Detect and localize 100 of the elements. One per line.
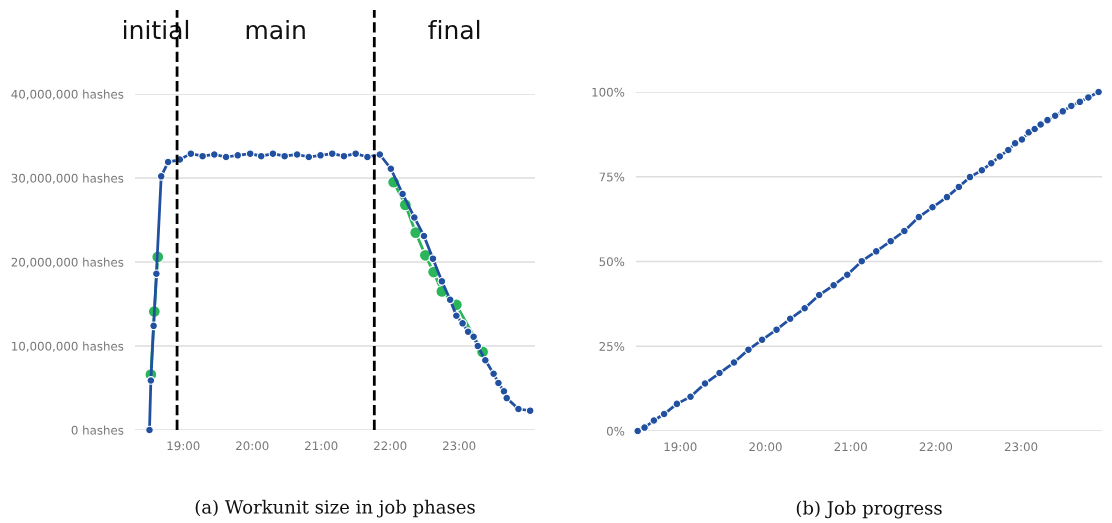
y-tick-label: 75% bbox=[599, 172, 625, 182]
point bbox=[480, 355, 490, 365]
point bbox=[640, 423, 649, 432]
point bbox=[1094, 87, 1103, 97]
point bbox=[398, 189, 407, 199]
point bbox=[800, 303, 810, 313]
x-tick-label: 21:00 bbox=[305, 441, 338, 451]
point bbox=[156, 171, 166, 181]
point bbox=[744, 345, 753, 355]
point bbox=[986, 158, 996, 168]
point bbox=[419, 231, 429, 241]
x-tick-label: 21:00 bbox=[834, 442, 867, 452]
y-tick-label: 100% bbox=[592, 87, 625, 97]
point bbox=[814, 290, 824, 300]
point bbox=[899, 226, 909, 236]
point bbox=[186, 149, 196, 159]
point bbox=[145, 425, 154, 435]
point bbox=[437, 276, 447, 286]
text: initial bbox=[124, 19, 189, 40]
point bbox=[785, 314, 795, 324]
point bbox=[1050, 111, 1060, 121]
point bbox=[469, 332, 478, 342]
y-tick-label: 10,000,000 hashes bbox=[12, 341, 124, 352]
point bbox=[489, 369, 498, 379]
y-tick-label: 20,000,000 hashes bbox=[11, 257, 124, 268]
point bbox=[149, 321, 158, 331]
point bbox=[977, 165, 987, 175]
point bbox=[375, 150, 385, 159]
point bbox=[351, 149, 361, 159]
point bbox=[829, 280, 839, 290]
point bbox=[428, 254, 438, 264]
x-tick-label: 22:00 bbox=[919, 442, 953, 452]
point bbox=[386, 164, 396, 174]
point bbox=[445, 295, 455, 305]
x-tick-label: 22:00 bbox=[374, 441, 407, 451]
point bbox=[473, 341, 483, 351]
point bbox=[327, 149, 337, 159]
point bbox=[886, 236, 896, 246]
x-tick-label: 19:00 bbox=[664, 442, 697, 452]
point bbox=[233, 150, 243, 160]
point bbox=[514, 404, 523, 414]
x-tick-label: 23:00 bbox=[1004, 442, 1038, 452]
point bbox=[221, 152, 231, 162]
point bbox=[633, 426, 643, 436]
point bbox=[914, 212, 924, 222]
point bbox=[757, 335, 767, 345]
point bbox=[1083, 93, 1093, 102]
point bbox=[715, 368, 724, 378]
text: main bbox=[246, 19, 305, 40]
point bbox=[942, 192, 952, 202]
point bbox=[1066, 101, 1076, 111]
point bbox=[316, 150, 325, 160]
y-tick-label: 30,000,000 hashes bbox=[11, 173, 124, 184]
y-tick-label: 0% bbox=[606, 426, 625, 436]
x-tick-label: 19:00 bbox=[167, 441, 200, 451]
point bbox=[1003, 145, 1013, 155]
point bbox=[672, 399, 682, 409]
point bbox=[928, 202, 937, 212]
point bbox=[152, 269, 161, 279]
x-tick-label: 20:00 bbox=[236, 441, 269, 451]
point bbox=[729, 358, 739, 367]
point bbox=[649, 416, 659, 425]
y-tick-label: 0 hashes bbox=[71, 425, 124, 435]
point bbox=[700, 379, 710, 388]
point bbox=[525, 406, 535, 416]
point bbox=[659, 409, 669, 419]
y-tick-label: 50% bbox=[599, 257, 625, 267]
point bbox=[965, 172, 975, 182]
point bbox=[1030, 124, 1040, 134]
text: final bbox=[428, 19, 480, 40]
point bbox=[458, 318, 467, 328]
point bbox=[409, 213, 419, 222]
x-axis-title: (b) Job progress bbox=[796, 500, 942, 519]
point bbox=[842, 270, 852, 280]
point bbox=[304, 152, 314, 162]
point bbox=[502, 393, 512, 403]
point bbox=[292, 150, 302, 159]
point bbox=[499, 386, 509, 396]
point bbox=[280, 151, 290, 161]
point bbox=[954, 182, 964, 192]
x-tick-label: 20:00 bbox=[749, 442, 782, 452]
point bbox=[363, 152, 372, 162]
y-tick-label: 40,000,000 hashes bbox=[11, 89, 124, 100]
point bbox=[146, 376, 156, 385]
point bbox=[1043, 115, 1052, 125]
x-axis-title: (a) Workunit size in job phases bbox=[195, 499, 475, 518]
point bbox=[1017, 135, 1027, 144]
point bbox=[1036, 120, 1046, 129]
point bbox=[857, 256, 867, 266]
point bbox=[463, 327, 473, 337]
point bbox=[209, 150, 219, 159]
point bbox=[995, 152, 1005, 161]
y-tick-label: 25% bbox=[599, 341, 625, 351]
x-tick-label: 23:00 bbox=[442, 441, 476, 451]
point bbox=[494, 378, 503, 388]
point bbox=[871, 246, 881, 256]
point bbox=[198, 151, 207, 161]
point bbox=[163, 157, 173, 167]
point bbox=[452, 311, 461, 321]
point bbox=[1058, 106, 1068, 116]
